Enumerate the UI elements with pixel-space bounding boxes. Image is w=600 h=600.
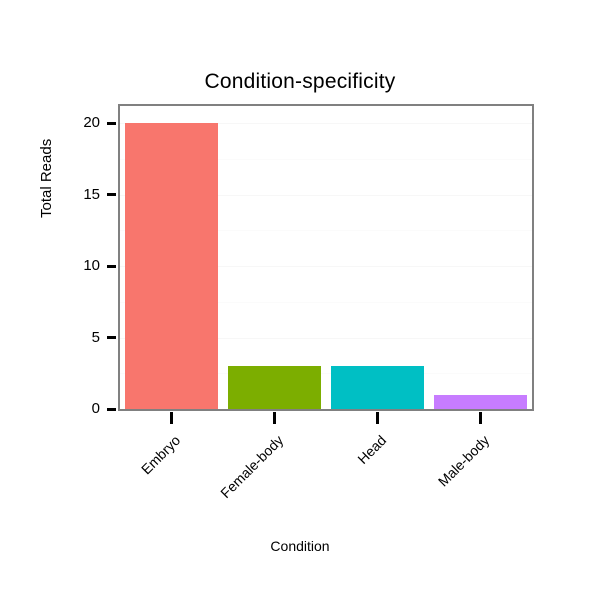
- y-tick-label: 20: [83, 114, 100, 132]
- x-tick-mark: [273, 412, 276, 424]
- gridline-major: [120, 337, 532, 339]
- bar[interactable]: [331, 366, 424, 409]
- bar[interactable]: [228, 366, 321, 409]
- bar[interactable]: [434, 394, 527, 409]
- gridline-major: [120, 194, 532, 196]
- gridline-major: [120, 266, 532, 268]
- x-tick-mark: [479, 412, 482, 424]
- x-tick-mark: [376, 412, 379, 424]
- gridline-minor: [120, 158, 532, 160]
- y-tick-label: 15: [83, 185, 100, 203]
- gridline-minor: [120, 373, 532, 375]
- gridline-minor: [120, 301, 532, 303]
- y-tick-mark: [107, 336, 116, 340]
- chart-title: Condition-specificity: [204, 70, 396, 93]
- y-tick-mark: [107, 264, 116, 268]
- y-tick-label: 0: [91, 400, 100, 417]
- y-tick-label: 5: [91, 328, 100, 346]
- x-tick-mark: [170, 412, 173, 424]
- y-tick-mark: [107, 407, 116, 411]
- bar[interactable]: [125, 123, 218, 409]
- x-axis-title: Condition: [270, 538, 330, 554]
- y-axis-title: Total Reads: [38, 138, 55, 218]
- y-tick-label: 10: [83, 257, 100, 275]
- gridline-major: [120, 123, 532, 125]
- y-tick-mark: [107, 193, 116, 197]
- plot-panel: [118, 104, 534, 411]
- gridline-minor: [120, 230, 532, 232]
- y-tick-mark: [107, 121, 116, 125]
